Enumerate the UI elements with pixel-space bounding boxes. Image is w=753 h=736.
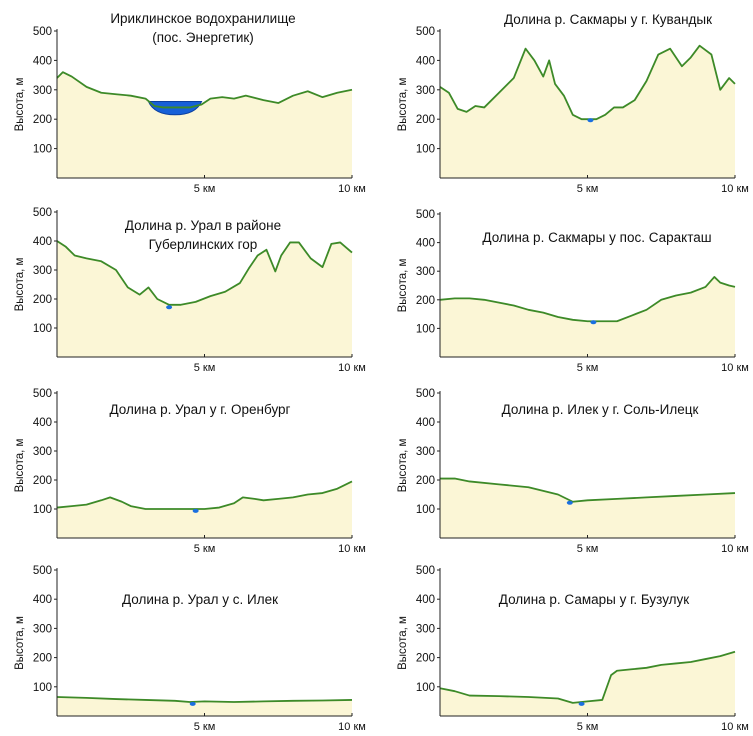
profile-5-line bbox=[440, 477, 736, 503]
profile-4-ytick-label: 300 bbox=[33, 446, 52, 458]
profile-3-ytick-label: 200 bbox=[416, 295, 435, 307]
profile-2-ytick-label: 100 bbox=[33, 323, 52, 335]
profile-3-title: Долина р. Сакмары у пос. Саракташ bbox=[482, 230, 711, 245]
profile-7-line bbox=[439, 650, 736, 704]
profile-4-xtick-label: 10 км bbox=[338, 543, 366, 555]
profile-2-y-axis-label: Высота, м bbox=[14, 258, 26, 312]
profile-1-xtick-label: 5 км bbox=[577, 183, 599, 195]
profile-4-ytick-label: 500 bbox=[33, 388, 52, 400]
profile-1-ytick-label: 100 bbox=[416, 144, 435, 156]
profile-0-title: Ириклинское водохранилище bbox=[110, 11, 295, 26]
profile-1-xtick-label: 10 км bbox=[721, 183, 749, 195]
profile-1-line bbox=[439, 44, 736, 121]
profile-6-ytick-label: 100 bbox=[33, 682, 52, 694]
profile-4-title: Долина р. Урал у г. Оренбург bbox=[110, 402, 291, 417]
profile-2-title: Долина р. Урал в районе bbox=[125, 218, 281, 233]
profile-5-ytick-label: 500 bbox=[416, 388, 435, 400]
profile-2-xtick-label: 5 км bbox=[194, 362, 216, 374]
profile-5-xtick-label: 10 км bbox=[721, 543, 749, 555]
profile-5-river-marker bbox=[566, 500, 573, 505]
profile-3-river-marker bbox=[590, 320, 597, 325]
profile-6-river-marker bbox=[189, 701, 196, 706]
profile-5-xtick-label: 5 км bbox=[577, 543, 599, 555]
profile-3-xtick-label: 5 км bbox=[577, 362, 599, 374]
profile-6-title: Долина р. Урал у с. Илек bbox=[122, 592, 278, 607]
profile-1-area bbox=[440, 45, 735, 179]
profile-6-xtick-label: 10 км bbox=[338, 721, 366, 733]
profile-7-ytick-label: 200 bbox=[416, 653, 435, 665]
profile-0-line bbox=[56, 71, 353, 109]
profile-5-ytick-label: 100 bbox=[416, 504, 435, 516]
profile-7-river-marker bbox=[578, 701, 585, 706]
profile-2-line bbox=[56, 240, 353, 306]
profile-3-area bbox=[440, 276, 735, 357]
profile-6-ytick-label: 200 bbox=[33, 653, 52, 665]
profile-0-ytick-label: 400 bbox=[33, 55, 52, 67]
profile-2-ytick-label: 200 bbox=[33, 294, 52, 306]
profile-0-ytick-label: 300 bbox=[33, 85, 52, 97]
profile-6-line bbox=[56, 696, 353, 703]
profile-1-ytick-label: 200 bbox=[416, 114, 435, 126]
profile-2-title: Губерлинских гор bbox=[149, 237, 258, 252]
profile-4-line bbox=[56, 480, 353, 510]
profile-7-area bbox=[440, 651, 735, 716]
profile-5-area bbox=[440, 478, 735, 538]
profile-6-ytick-label: 400 bbox=[33, 594, 52, 606]
profile-4-river-marker bbox=[192, 508, 199, 513]
profile-1-ytick-label: 300 bbox=[416, 85, 435, 97]
profile-6-xtick-label: 5 км bbox=[194, 721, 216, 733]
profile-7-ytick-label: 300 bbox=[416, 623, 435, 635]
profile-7-ytick-label: 100 bbox=[416, 682, 435, 694]
profile-7-xtick-label: 5 км bbox=[577, 721, 599, 733]
profile-3-ytick-label: 500 bbox=[416, 209, 435, 221]
profile-7-ytick-label: 400 bbox=[416, 594, 435, 606]
profile-1-y-axis-label: Высота, м bbox=[397, 78, 409, 132]
profile-2-river-marker bbox=[166, 305, 173, 310]
profile-3-ytick-label: 400 bbox=[416, 238, 435, 250]
profile-3-y-axis-label: Высота, м bbox=[397, 259, 409, 313]
profile-7-y-axis-label: Высота, м bbox=[397, 616, 409, 670]
profile-1-river-marker bbox=[587, 118, 594, 123]
profile-4-y-axis-label: Высота, м bbox=[14, 439, 26, 493]
profile-0-xtick-label: 5 км bbox=[194, 183, 216, 195]
profile-5-ytick-label: 400 bbox=[416, 417, 435, 429]
profile-0-xtick-label: 10 км bbox=[338, 183, 366, 195]
profile-2-xtick-label: 10 км bbox=[338, 362, 366, 374]
profile-0-ytick-label: 200 bbox=[33, 114, 52, 126]
profile-3-ytick-label: 300 bbox=[416, 266, 435, 278]
profile-1-ytick-label: 500 bbox=[416, 26, 435, 38]
profile-1-ytick-label: 400 bbox=[416, 55, 435, 67]
profile-0-ytick-label: 500 bbox=[33, 26, 52, 38]
profile-7-title: Долина р. Самары у г. Бузулук bbox=[499, 592, 690, 607]
profile-3-line bbox=[439, 276, 736, 323]
profile-6-ytick-label: 500 bbox=[33, 565, 52, 577]
profile-3-xtick-label: 10 км bbox=[721, 362, 749, 374]
profile-2-ytick-label: 300 bbox=[33, 265, 52, 277]
profile-0-ytick-label: 100 bbox=[33, 144, 52, 156]
profile-5-ytick-label: 200 bbox=[416, 475, 435, 487]
profile-5-title: Долина р. Илек у г. Соль-Илецк bbox=[502, 402, 699, 417]
profile-5-ytick-label: 300 bbox=[416, 446, 435, 458]
profile-6-ytick-label: 300 bbox=[33, 623, 52, 635]
profile-4-ytick-label: 100 bbox=[33, 504, 52, 516]
profile-2-ytick-label: 400 bbox=[33, 236, 52, 248]
profile-5-y-axis-label: Высота, м bbox=[397, 439, 409, 493]
profile-4-ytick-label: 400 bbox=[33, 417, 52, 429]
profile-1-title: Долина р. Сакмары у г. Кувандык bbox=[504, 12, 712, 27]
profile-3-ytick-label: 100 bbox=[416, 323, 435, 335]
profile-0-area bbox=[57, 72, 352, 178]
profile-6-y-axis-label: Высота, м bbox=[14, 616, 26, 670]
profile-0-title: (пос. Энергетик) bbox=[152, 30, 254, 45]
profile-2-ytick-label: 500 bbox=[33, 207, 52, 219]
profile-7-ytick-label: 500 bbox=[416, 565, 435, 577]
profile-0-y-axis-label: Высота, м bbox=[14, 78, 26, 132]
profile-4-ytick-label: 200 bbox=[33, 475, 52, 487]
profile-4-xtick-label: 5 км bbox=[194, 543, 216, 555]
profile-7-xtick-label: 10 км bbox=[721, 721, 749, 733]
